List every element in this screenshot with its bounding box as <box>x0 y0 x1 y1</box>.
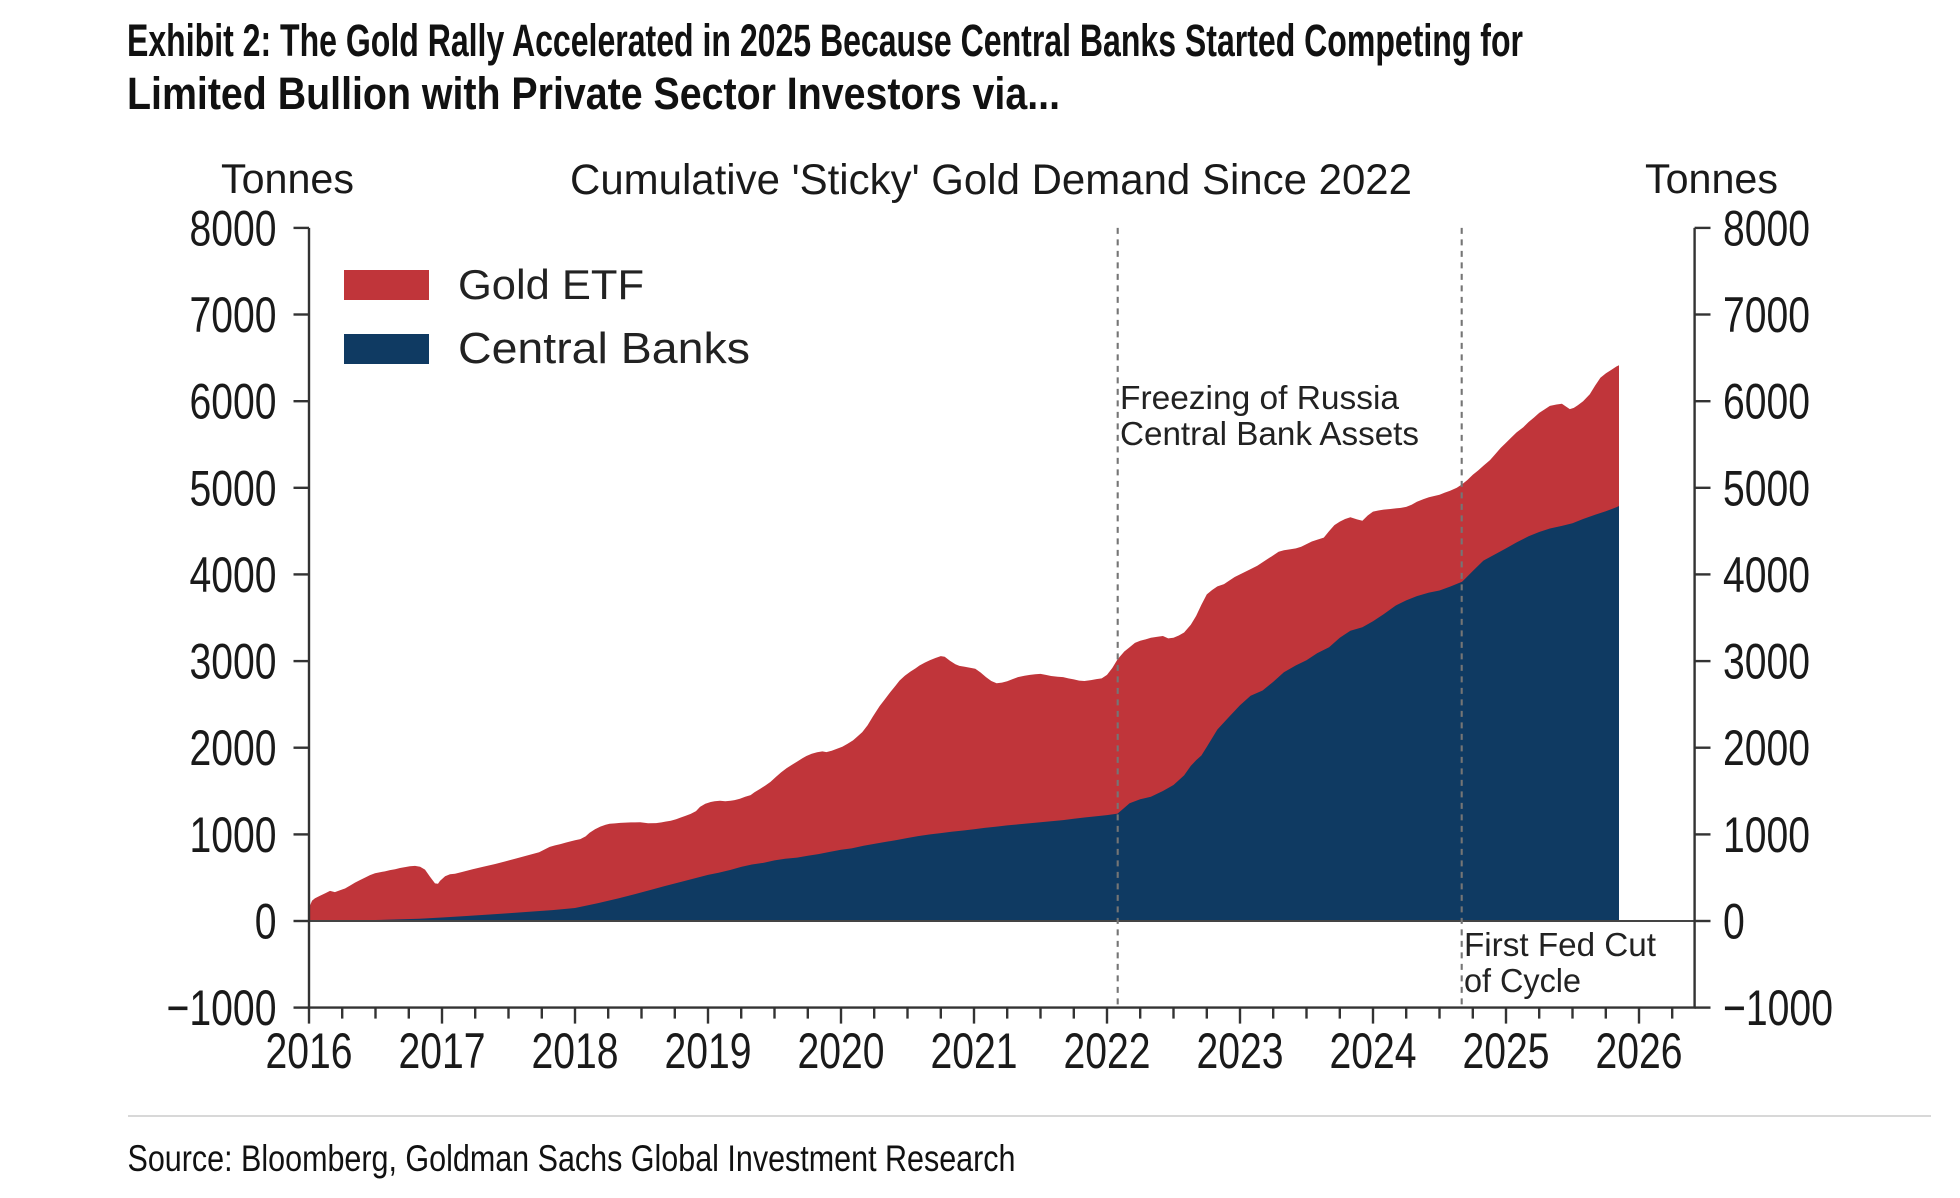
svg-text:Gold ETF: Gold ETF <box>458 261 644 308</box>
svg-text:Exhibit 2: The Gold Rally Acce: Exhibit 2: The Gold Rally Accelerated in… <box>127 15 1523 66</box>
svg-text:8000: 8000 <box>1723 200 1810 256</box>
svg-text:First Fed Cut: First Fed Cut <box>1464 926 1656 963</box>
svg-text:1000: 1000 <box>190 807 277 863</box>
svg-text:6000: 6000 <box>1723 374 1810 430</box>
svg-text:−1000: −1000 <box>167 980 277 1036</box>
svg-text:Source: Bloomberg, Goldman Sac: Source: Bloomberg, Goldman Sachs Global … <box>128 1138 1016 1179</box>
svg-text:6000: 6000 <box>190 374 277 430</box>
svg-text:5000: 5000 <box>1723 460 1810 516</box>
svg-text:0: 0 <box>1723 894 1745 950</box>
svg-text:2018: 2018 <box>532 1023 619 1079</box>
svg-text:2023: 2023 <box>1197 1023 1284 1079</box>
svg-text:1000: 1000 <box>1723 807 1810 863</box>
svg-text:Central Banks: Central Banks <box>458 325 750 373</box>
svg-text:2000: 2000 <box>1723 720 1810 776</box>
svg-text:5000: 5000 <box>190 460 277 516</box>
svg-text:3000: 3000 <box>190 634 277 690</box>
svg-text:7000: 7000 <box>1723 287 1810 343</box>
svg-text:Cumulative 'Sticky' Gold Deman: Cumulative 'Sticky' Gold Demand Since 20… <box>570 156 1412 204</box>
svg-text:3000: 3000 <box>1723 634 1810 690</box>
svg-text:4000: 4000 <box>1723 547 1810 603</box>
svg-text:2022: 2022 <box>1064 1023 1151 1079</box>
svg-text:0: 0 <box>255 894 277 950</box>
svg-text:Tonnes: Tonnes <box>221 155 354 202</box>
svg-text:2019: 2019 <box>665 1023 752 1079</box>
svg-text:2020: 2020 <box>798 1023 885 1079</box>
svg-text:Limited Bullion with Private S: Limited Bullion with Private Sector Inve… <box>127 68 1060 119</box>
svg-text:2026: 2026 <box>1596 1023 1683 1079</box>
svg-text:2021: 2021 <box>931 1023 1018 1079</box>
svg-text:7000: 7000 <box>190 287 277 343</box>
svg-text:2025: 2025 <box>1463 1023 1550 1079</box>
svg-text:Tonnes: Tonnes <box>1645 155 1778 202</box>
svg-text:Freezing of Russia: Freezing of Russia <box>1120 379 1400 416</box>
svg-text:2017: 2017 <box>399 1023 486 1079</box>
svg-text:2024: 2024 <box>1330 1023 1417 1079</box>
svg-text:Central Bank Assets: Central Bank Assets <box>1120 415 1419 452</box>
svg-text:8000: 8000 <box>190 200 277 256</box>
svg-text:4000: 4000 <box>190 547 277 603</box>
svg-text:−1000: −1000 <box>1723 980 1833 1036</box>
svg-text:2000: 2000 <box>190 720 277 776</box>
svg-text:2016: 2016 <box>266 1023 353 1079</box>
svg-text:of Cycle: of Cycle <box>1464 962 1581 999</box>
